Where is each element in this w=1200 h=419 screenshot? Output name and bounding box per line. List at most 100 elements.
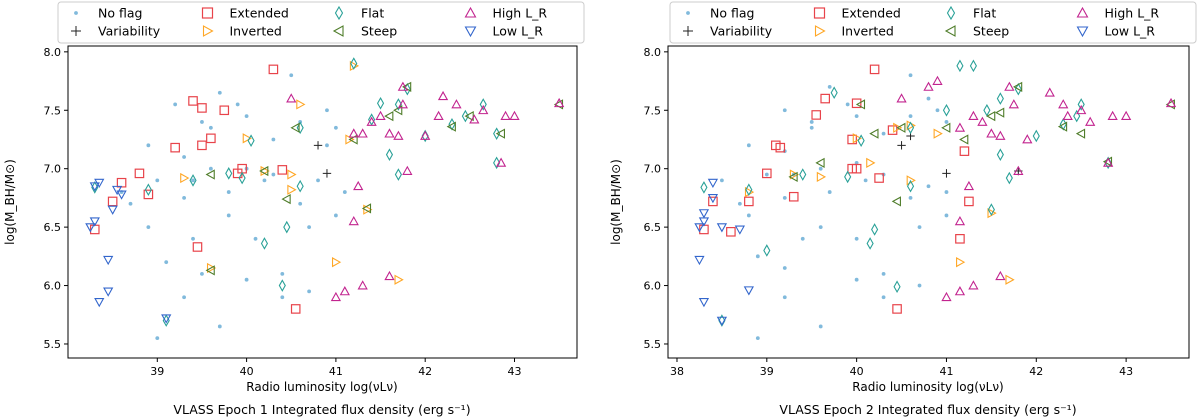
right-flat-point	[763, 244, 771, 257]
right-high-l-r-point	[1062, 110, 1073, 121]
right-flat-point	[1073, 109, 1081, 123]
left-plot-frame	[67, 45, 578, 359]
right-flat-point	[799, 168, 807, 181]
left-no-flag-point	[208, 166, 213, 171]
left-legend-flat-icon	[334, 5, 344, 21]
left-high-l-r-point	[384, 270, 395, 281]
right-legend-flat-label: Flat	[973, 6, 996, 21]
left-inverted-point	[206, 262, 217, 274]
right-variability-point	[942, 169, 951, 178]
right-extended-point	[762, 168, 772, 179]
left-low-l-r-point	[94, 178, 105, 189]
left-extended-point	[197, 140, 207, 151]
left-no-flag-point	[191, 236, 195, 241]
right-legend-no-flag-icon	[686, 11, 690, 15]
right-steep-point	[941, 122, 951, 133]
left-flat-point	[461, 109, 469, 123]
left-x-axis-label: Radio luminosity log(νLν)	[246, 380, 397, 394]
left-flat-point	[296, 179, 304, 193]
right-legend-no-flag-label: No flag	[710, 6, 754, 21]
left-no-flag-point	[298, 201, 303, 206]
right-extended-point	[744, 196, 754, 207]
left-no-flag-point	[155, 178, 160, 183]
left-steep-point	[259, 165, 269, 177]
right-no-flag-point	[917, 283, 922, 288]
left-legend-high-l-r-label: High L_R	[493, 6, 548, 21]
right-no-flag-point	[845, 102, 850, 107]
right-y-tick-label: 8.0	[644, 46, 662, 59]
left-no-flag-point	[226, 190, 231, 194]
right-high-l-r-point	[1022, 134, 1033, 144]
left-extended-point	[188, 96, 198, 106]
left-high-l-r-point	[286, 93, 297, 103]
left-steep-point	[446, 121, 456, 132]
right-high-l-r-point	[954, 215, 966, 226]
right-high-l-r-point	[1107, 110, 1118, 121]
left-high-l-r-point	[353, 180, 364, 191]
right-extended-point	[788, 191, 799, 202]
left-high-l-r-point	[384, 128, 395, 138]
left-no-flag-point	[173, 102, 178, 107]
right-no-flag-point	[944, 120, 949, 124]
left-flat-point	[238, 171, 246, 185]
left-low-l-r-point	[103, 287, 114, 297]
left-high-l-r-point	[397, 99, 409, 109]
left-extended-point	[197, 103, 207, 113]
left-flat-point	[278, 279, 286, 292]
right-extended-point	[775, 142, 786, 153]
right-high-l-r-point	[1013, 165, 1024, 175]
left-legend-no-flag-icon	[74, 11, 78, 15]
right-plot-frame	[667, 45, 1190, 359]
left-high-l-r-point	[437, 90, 449, 101]
left-legend-extended-label: Extended	[230, 6, 289, 21]
right-no-flag-point	[854, 160, 859, 165]
left-inverted-point	[287, 184, 297, 195]
right-flat-point	[996, 92, 1004, 105]
left-legend-flat-label: Flat	[361, 6, 384, 21]
left-high-l-r-point	[375, 110, 386, 121]
left-legend-low-l-r-icon	[464, 26, 477, 38]
right-legend-extended-label: Extended	[842, 6, 901, 21]
left-y-tick-label: 5.5	[44, 338, 62, 351]
right-extended-point	[869, 64, 880, 75]
left-low-l-r-point	[85, 223, 96, 233]
left-no-flag-point	[128, 201, 133, 206]
right-legend-steep-icon	[944, 25, 956, 37]
right-steep-point	[959, 134, 969, 145]
right-no-flag-point	[809, 120, 814, 124]
right-no-flag-point	[818, 225, 823, 230]
right-axis-ticks: 38 39 40 41 42 43 5.5 6.0 6.5 7.0 7.5 8.0	[644, 46, 1134, 378]
left-inverted-point	[296, 99, 306, 110]
left-steep-point	[205, 169, 215, 180]
left-flat-point	[394, 168, 402, 181]
left-legend-variability-label: Variability	[98, 24, 161, 39]
left-panel: 39 40 41 42 43 5.5 6.0 6.5 7.0 7.5 8.0 Radio lumin…	[3, 1, 585, 417]
left-legend-no-flag-label: No flag	[98, 6, 142, 21]
right-high-l-r-point	[896, 93, 907, 103]
right-legend-inverted-label: Inverted	[842, 24, 894, 39]
right-y-tick-label: 6.5	[644, 221, 662, 234]
right-x-tick-label: 39	[760, 365, 774, 378]
left-extended-point	[107, 196, 118, 207]
left-flat-point	[394, 98, 402, 111]
right-high-l-r-point	[963, 180, 975, 191]
right-x-tick-label: 38	[670, 365, 684, 378]
right-flat-point	[1005, 171, 1013, 185]
right-steep-point	[896, 122, 906, 133]
left-variability-point	[322, 169, 332, 178]
left-flat-point	[283, 220, 291, 234]
right-legend-low-l-r-icon	[1076, 26, 1089, 38]
left-steep-point	[361, 203, 372, 214]
right-high-l-r-point	[932, 75, 943, 85]
left-inverted-point	[242, 133, 252, 144]
right-y-tick-label: 7.5	[644, 104, 662, 117]
right-flat-point	[996, 148, 1004, 161]
right-low-l-r-point	[707, 194, 719, 204]
right-steep-point	[1012, 81, 1023, 93]
right-low-l-r-point	[716, 223, 728, 233]
left-high-l-r-point	[393, 130, 404, 140]
left-extended-point	[206, 133, 216, 144]
right-steep-point	[1057, 121, 1068, 132]
left-high-l-r-point	[509, 110, 520, 121]
right-low-l-r-point	[734, 225, 745, 235]
